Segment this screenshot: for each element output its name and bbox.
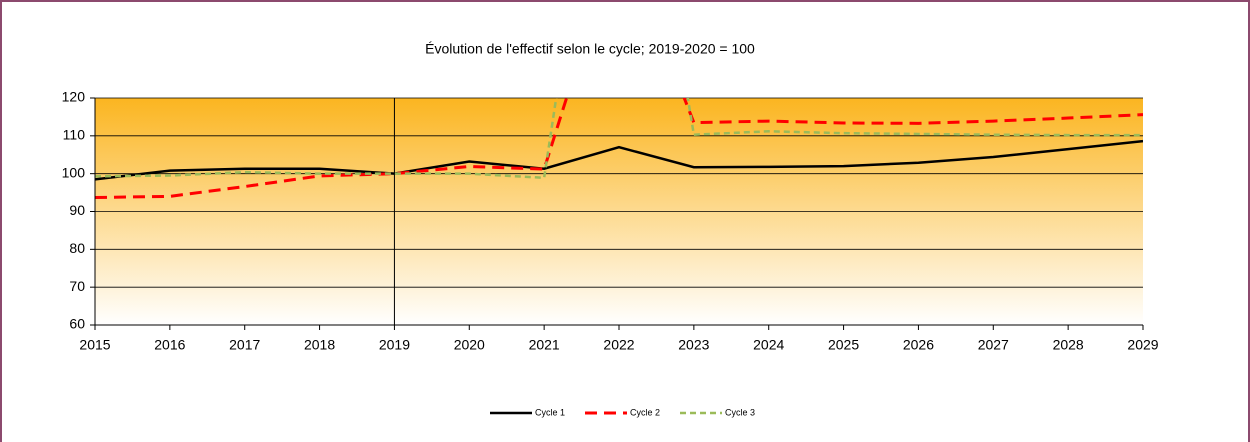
- x-tick-label: 2026: [903, 337, 934, 353]
- y-tick-label: 100: [62, 164, 86, 180]
- series-line: [95, 139, 1143, 181]
- x-tick-label: 2028: [1053, 337, 1084, 353]
- legend-label: Cycle 2: [630, 407, 660, 417]
- y-tick-label: 60: [69, 316, 85, 332]
- x-tick-label: 2029: [1127, 337, 1158, 353]
- x-tick-label: 2021: [529, 337, 560, 353]
- x-tick-label: 2025: [828, 337, 859, 353]
- x-tick-label: 2027: [978, 337, 1009, 353]
- x-tick-label: 2017: [229, 337, 260, 353]
- x-tick-label: 2023: [678, 337, 709, 353]
- chart-title: Évolution de l'effectif selon le cycle; …: [425, 41, 755, 57]
- x-tick-label: 2016: [154, 337, 185, 353]
- x-tick-label: 2020: [454, 337, 485, 353]
- y-tick-label: 70: [69, 278, 85, 294]
- y-tick-label: 90: [69, 202, 85, 218]
- x-tick-label: 2024: [753, 337, 784, 353]
- series-line: [95, 98, 1143, 180]
- x-tick-label: 2019: [379, 337, 410, 353]
- y-tick-label: 80: [69, 240, 85, 256]
- x-tick-label: 2015: [79, 337, 110, 353]
- legend-label: Cycle 3: [725, 407, 755, 417]
- legend-label: Cycle 1: [535, 407, 565, 417]
- x-tick-label: 2022: [603, 337, 634, 353]
- y-tick-label: 110: [63, 127, 86, 143]
- x-tick-label: 2018: [304, 337, 335, 353]
- series-line: [95, 98, 1143, 200]
- y-tick-label: 120: [62, 89, 86, 105]
